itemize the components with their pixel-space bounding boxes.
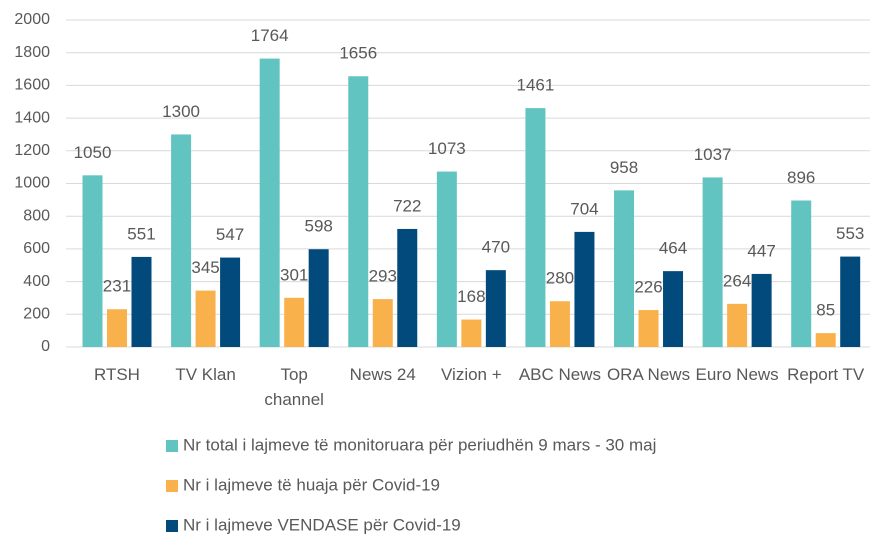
x-tick-label: TV Klan <box>175 365 236 384</box>
data-label: 1300 <box>162 102 200 121</box>
y-tick-label: 200 <box>23 306 50 323</box>
y-tick-label: 1800 <box>14 44 50 61</box>
data-label: 345 <box>191 258 219 277</box>
y-tick-label: 600 <box>23 240 50 257</box>
bar <box>638 310 659 347</box>
data-label: 85 <box>816 301 835 320</box>
bar <box>727 303 748 347</box>
bar <box>220 257 241 347</box>
bar <box>549 301 570 347</box>
bar <box>436 171 457 347</box>
legend-swatch <box>166 480 178 492</box>
y-tick-label: 0 <box>41 338 50 355</box>
data-label: 226 <box>634 278 662 297</box>
data-label: 704 <box>570 199 598 218</box>
data-label: 464 <box>659 239 687 258</box>
bar <box>348 76 369 347</box>
bar <box>751 273 772 347</box>
data-label: 722 <box>393 196 421 215</box>
legend-label: Nr i lajmeve VENDASE për Covid-19 <box>183 515 461 534</box>
bar <box>259 58 280 347</box>
x-tick-label: Euro News <box>695 365 779 384</box>
y-tick-label: 1600 <box>14 77 50 94</box>
bar <box>308 249 329 347</box>
bar <box>284 297 305 347</box>
bar <box>485 270 506 347</box>
data-label: 231 <box>103 277 131 296</box>
bar <box>791 200 812 347</box>
data-label: 1073 <box>428 139 466 158</box>
bar <box>614 190 635 347</box>
data-label: 293 <box>369 267 397 286</box>
data-label: 1037 <box>694 145 732 164</box>
data-label: 447 <box>747 241 775 260</box>
data-label: 553 <box>836 224 864 243</box>
data-label: 1656 <box>339 44 377 63</box>
bar <box>574 231 595 347</box>
bar <box>195 290 216 347</box>
data-label: 1461 <box>517 76 555 95</box>
y-tick-label: 1400 <box>14 109 50 126</box>
data-label: 598 <box>304 217 332 236</box>
bar <box>663 271 684 347</box>
data-label: 551 <box>127 224 155 243</box>
bar <box>372 299 393 347</box>
data-label: 1050 <box>74 143 112 162</box>
legend-swatch <box>166 520 178 532</box>
bar <box>702 177 723 347</box>
x-tick-label: RTSH <box>93 365 140 384</box>
legend-swatch <box>166 440 178 452</box>
x-tick-label: Top channel <box>264 365 324 409</box>
y-tick-label: 1200 <box>14 142 50 159</box>
legend-label: Nr total i lajmeve të monitoruara për pe… <box>183 435 656 454</box>
bar <box>461 319 482 347</box>
x-tick-label: News 24 <box>349 365 416 384</box>
data-label: 1764 <box>251 26 289 45</box>
bar <box>171 134 192 347</box>
data-label: 168 <box>457 287 485 306</box>
legend-label: Nr i lajmeve të huaja për Covid-19 <box>183 475 440 494</box>
bar <box>397 228 418 347</box>
bar <box>815 333 836 347</box>
x-tick-label: ORA News <box>606 365 691 384</box>
y-tick-label: 800 <box>23 207 50 224</box>
data-label: 896 <box>787 168 815 187</box>
bar <box>106 309 127 347</box>
data-label: 958 <box>610 158 638 177</box>
x-tick-label: Report TV <box>787 365 865 384</box>
y-tick-label: 400 <box>23 273 50 290</box>
bar <box>840 256 861 347</box>
x-tick-label: Vizion + <box>441 365 502 384</box>
data-label: 264 <box>723 271 751 290</box>
y-tick-label: 1000 <box>14 175 50 192</box>
x-tick-label: ABC News <box>518 365 602 384</box>
data-label: 547 <box>216 225 244 244</box>
bar <box>82 175 103 347</box>
data-label: 470 <box>482 238 510 257</box>
bar <box>131 256 152 347</box>
data-label: 301 <box>280 265 308 284</box>
data-label: 280 <box>546 269 574 288</box>
y-tick-label: 2000 <box>14 11 50 28</box>
bar <box>525 108 546 348</box>
